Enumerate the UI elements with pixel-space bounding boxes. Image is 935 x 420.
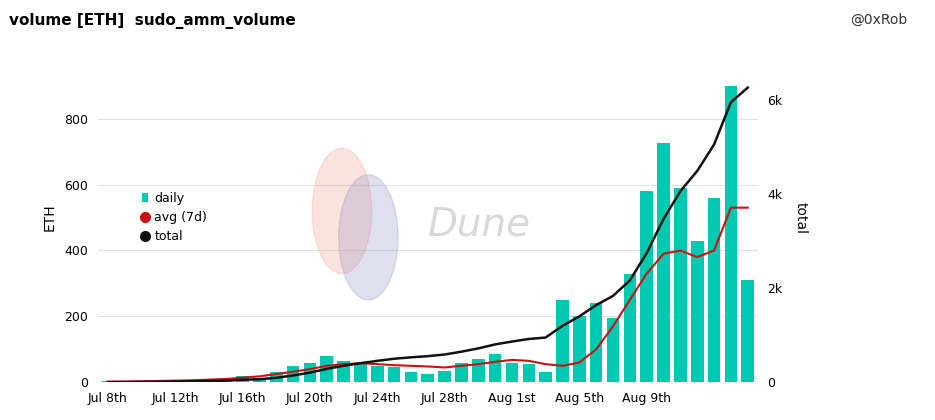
Bar bbox=[270, 373, 282, 382]
Bar bbox=[439, 371, 451, 382]
Bar bbox=[523, 364, 535, 382]
Bar bbox=[573, 316, 585, 382]
Y-axis label: total: total bbox=[794, 202, 808, 234]
Bar bbox=[388, 368, 400, 382]
Bar bbox=[102, 381, 114, 382]
Bar bbox=[169, 381, 181, 382]
Bar bbox=[371, 366, 383, 382]
Bar bbox=[725, 86, 737, 382]
Bar bbox=[556, 300, 568, 382]
Bar bbox=[220, 380, 232, 382]
Bar bbox=[708, 198, 720, 382]
Bar bbox=[506, 362, 518, 382]
Bar bbox=[741, 280, 754, 382]
Bar bbox=[422, 374, 434, 382]
Ellipse shape bbox=[338, 175, 398, 300]
Bar bbox=[472, 359, 484, 382]
Bar bbox=[455, 362, 468, 382]
Bar bbox=[338, 361, 350, 382]
Bar bbox=[321, 356, 333, 382]
Bar bbox=[539, 373, 552, 382]
Bar bbox=[657, 143, 669, 382]
Bar bbox=[624, 273, 636, 382]
Text: volume [ETH]  sudo_amm_volume: volume [ETH] sudo_amm_volume bbox=[9, 13, 296, 29]
Text: @0xRob: @0xRob bbox=[850, 13, 907, 26]
Bar bbox=[691, 241, 703, 382]
Bar bbox=[489, 354, 501, 382]
Bar bbox=[354, 364, 367, 382]
Bar bbox=[405, 373, 417, 382]
Legend: daily, avg (7d), total: daily, avg (7d), total bbox=[137, 187, 212, 248]
Ellipse shape bbox=[312, 148, 372, 273]
Bar bbox=[607, 318, 619, 382]
Bar bbox=[152, 381, 165, 382]
Bar bbox=[186, 381, 198, 382]
Bar bbox=[590, 303, 602, 382]
Bar bbox=[136, 381, 148, 382]
Bar bbox=[253, 378, 266, 382]
Bar bbox=[237, 376, 249, 382]
Bar bbox=[287, 366, 299, 382]
Bar bbox=[203, 380, 215, 382]
Text: Dune: Dune bbox=[428, 205, 531, 243]
Bar bbox=[304, 362, 316, 382]
Bar bbox=[640, 191, 653, 382]
Y-axis label: ETH: ETH bbox=[43, 204, 57, 231]
Bar bbox=[674, 188, 686, 382]
